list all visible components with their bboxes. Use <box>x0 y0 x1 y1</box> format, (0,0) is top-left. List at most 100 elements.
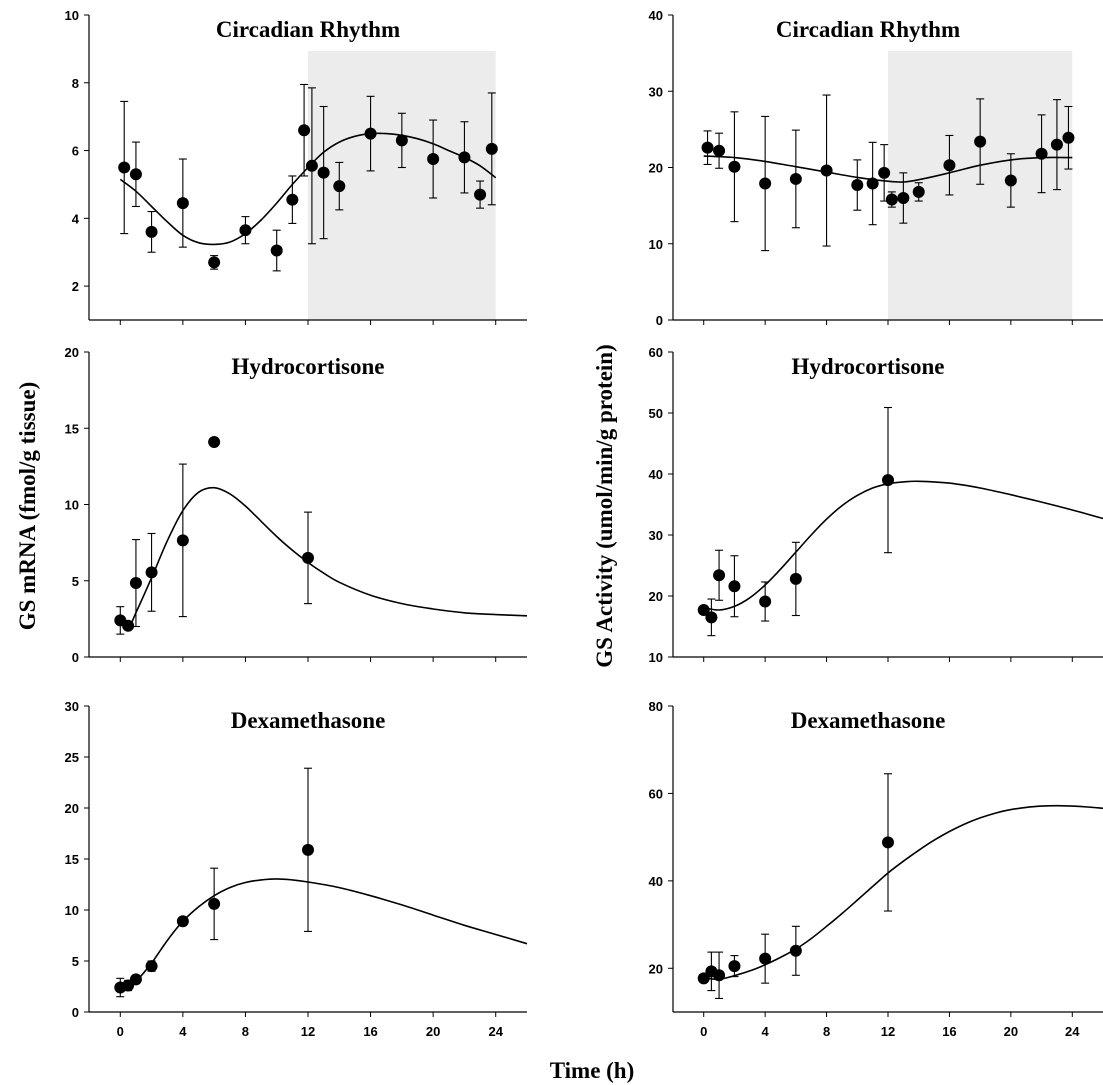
y-axis-title-left: GS mRNA (fmol/g tissue) <box>15 382 40 631</box>
data-point <box>333 180 346 193</box>
y-tick-label: 50 <box>649 406 663 421</box>
y-tick-label: 20 <box>65 345 79 360</box>
x-tick-label: 4 <box>762 1024 770 1039</box>
x-tick-label: 0 <box>117 1024 124 1039</box>
data-point <box>882 474 894 487</box>
y-tick-label: 10 <box>649 650 663 665</box>
data-point <box>1035 147 1048 160</box>
panel-title: Hydrocortisone <box>232 354 385 379</box>
dark-period-shading <box>888 51 1073 320</box>
data-point <box>302 551 314 564</box>
model-fit-line <box>119 486 528 629</box>
y-tick-label: 20 <box>649 161 663 176</box>
y-tick-label: 20 <box>649 589 663 604</box>
y-tick-label: 60 <box>649 345 663 360</box>
y-tick-label: 10 <box>649 237 663 252</box>
data-point <box>176 534 189 547</box>
panel-title: Hydrocortisone <box>792 354 945 379</box>
chart-panel-1: 2 4 6 8 10 Circadian Rhythm <box>65 8 527 325</box>
data-point <box>713 144 726 157</box>
data-point <box>728 960 741 973</box>
y-tick-label: 2 <box>72 279 79 294</box>
y-tick-label: 6 <box>72 144 79 159</box>
data-point <box>943 159 956 172</box>
panel-title: Dexamethasone <box>231 708 386 733</box>
data-point <box>820 164 833 177</box>
data-point <box>878 166 891 179</box>
y-tick-label: 15 <box>65 421 79 436</box>
data-point <box>789 172 802 185</box>
data-point <box>882 836 894 849</box>
data-point <box>701 141 714 154</box>
data-point <box>458 151 471 164</box>
data-point <box>129 168 142 181</box>
data-point <box>1004 174 1017 187</box>
data-point <box>286 193 299 206</box>
data-point <box>395 134 408 147</box>
y-tick-label: 20 <box>649 961 663 976</box>
y-tick-label: 15 <box>65 852 79 867</box>
data-point <box>866 177 879 190</box>
y-tick-label: 8 <box>72 76 79 91</box>
y-tick-label: 80 <box>649 699 663 714</box>
data-point <box>270 244 283 257</box>
data-point <box>239 224 252 237</box>
data-point <box>474 188 487 201</box>
data-point <box>705 611 718 624</box>
data-point <box>122 619 135 632</box>
data-point <box>713 969 726 982</box>
model-fit-line <box>703 480 1103 611</box>
data-point <box>208 435 221 448</box>
x-tick-label: 4 <box>179 1024 187 1039</box>
data-point <box>302 843 314 856</box>
x-tick-label: 16 <box>363 1024 377 1039</box>
data-point <box>145 225 158 238</box>
data-point <box>789 572 802 585</box>
y-tick-label: 0 <box>656 313 663 328</box>
y-tick-label: 0 <box>72 650 79 665</box>
x-tick-label: 12 <box>881 1024 895 1039</box>
chart-panel-4: 10 20 30 40 50 60 Hydrocortisone <box>649 345 1103 665</box>
y-tick-label: 10 <box>65 498 79 513</box>
data-point <box>1050 138 1063 151</box>
x-tick-label: 24 <box>488 1024 503 1039</box>
panel-title: Circadian Rhythm <box>216 17 400 42</box>
data-point <box>697 972 710 985</box>
y-tick-label: 30 <box>65 699 79 714</box>
y-tick-label: 5 <box>72 954 79 969</box>
data-point <box>427 153 440 166</box>
y-tick-label: 10 <box>65 903 79 918</box>
x-tick-label: 20 <box>1004 1024 1018 1039</box>
data-point <box>129 973 142 986</box>
data-point <box>912 185 925 198</box>
data-point <box>485 142 498 155</box>
chart-panel-2: 0 10 20 30 40 Circadian Rhythm <box>649 8 1103 328</box>
y-tick-label: 60 <box>649 786 663 801</box>
y-tick-label: 40 <box>649 874 663 889</box>
y-tick-label: 20 <box>65 801 79 816</box>
data-point <box>208 897 221 910</box>
data-point <box>728 160 741 173</box>
chart-panel-5: 0 5 10 15 20 25 30 0 4 8 12 16 20 24 Dexamethasone <box>65 699 528 1039</box>
data-point <box>364 127 377 140</box>
chart-panel-6: 20 40 60 80 0 4 8 12 16 20 24 Dexamethasone <box>649 699 1103 1039</box>
data-point <box>759 177 772 190</box>
chart-panel-3: 0 5 10 15 20 Hydrocortisone <box>65 345 528 665</box>
data-point <box>789 944 802 957</box>
model-fit-line <box>703 155 1073 183</box>
data-point <box>885 193 898 206</box>
data-point <box>851 179 864 192</box>
panel-title: Circadian Rhythm <box>776 17 960 42</box>
y-axis-title-right: GS Activity (umol/min/g protein) <box>592 344 617 668</box>
y-tick-label: 0 <box>72 1005 79 1020</box>
data-point <box>697 604 710 617</box>
y-tick-label: 25 <box>65 750 79 765</box>
model-fit-line <box>703 804 1103 981</box>
x-tick-label: 12 <box>301 1024 315 1039</box>
y-tick-label: 30 <box>649 528 663 543</box>
y-tick-label: 4 <box>72 211 80 226</box>
y-tick-label: 5 <box>72 574 79 589</box>
data-point <box>176 197 189 210</box>
x-axis-title: Time (h) <box>550 1058 635 1083</box>
